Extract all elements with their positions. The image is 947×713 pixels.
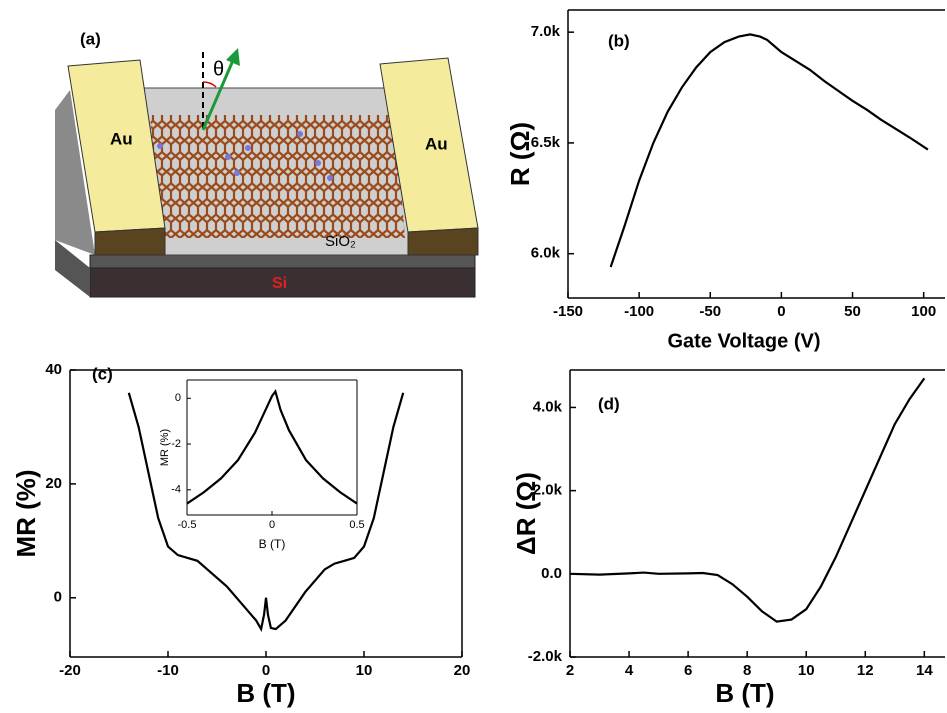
defects: [157, 131, 333, 181]
y-tick-label: 6.0k: [531, 245, 561, 262]
chart-panel: -150 -100 -50 0 50 100 6.0k 6.5k 7.0k Gate Voltag…: [505, 9, 945, 352]
y-tick-label: 0.0: [541, 565, 562, 582]
y-tick-label: 7.0k: [531, 23, 561, 40]
y-tick-label: 2.0k: [533, 482, 563, 499]
x-tick-label: 14: [916, 662, 933, 679]
y-axis-title: ΔR (Ω): [511, 472, 541, 555]
x-tick-label: 8: [743, 662, 751, 679]
x-tick-label: 0: [777, 303, 785, 320]
x-tick-label: 0: [262, 662, 270, 679]
y-tick-label: 0: [54, 589, 62, 606]
x-tick-label: -50: [699, 303, 721, 320]
si-side: [55, 240, 90, 297]
device-diagram: θ (a) Au Au SiO₂ Si: [55, 29, 479, 298]
y-tick-label: 4.0k: [533, 398, 563, 415]
x-tick-label: 0: [269, 519, 275, 531]
angle-label: θ: [213, 58, 224, 80]
graphene: [150, 115, 405, 238]
x-tick-label: 2: [566, 662, 574, 679]
x-tick-label: 50: [844, 303, 861, 320]
au-left-base: [94, 227, 166, 256]
slab-side: [55, 90, 95, 255]
chart-panel: 2 4 6 8 10 12 14 -2.0k 0.0 2.0k 4.0k B (T) ΔR (Ω) (d): [511, 369, 945, 708]
y-tick-label: 40: [45, 361, 62, 378]
x-axis-title: Gate Voltage (V): [668, 330, 821, 352]
data-line: [609, 33, 929, 268]
x-tick-label: -150: [553, 303, 583, 320]
x-tick-label: 20: [454, 662, 471, 679]
x-tick-label: -100: [624, 303, 654, 320]
oxide-label: SiO₂: [325, 233, 356, 250]
x-tick-label: -20: [59, 662, 81, 679]
y-axis-title: MR (%): [11, 469, 41, 557]
panel-label: (c): [92, 364, 113, 383]
y-tick-label: 20: [45, 475, 62, 492]
electrode-label: Au: [425, 134, 448, 153]
y-tick-label: -2: [171, 438, 181, 450]
au-right-base: [407, 227, 479, 256]
data-line: [186, 388, 358, 505]
sio2-edge: [89, 254, 476, 269]
y-tick-label: -2.0k: [528, 648, 563, 665]
y-tick-label: 0: [175, 392, 181, 404]
x-tick-label: 0.5: [349, 519, 364, 531]
y-axis-title: R (Ω): [505, 122, 535, 186]
field-arrow: [201, 57, 236, 131]
electrode-label: Au: [110, 129, 133, 148]
x-tick-label: -10: [157, 662, 179, 679]
panel-label: (b): [608, 31, 630, 50]
x-axis-title: B (T): [259, 537, 286, 551]
inset-background: [187, 380, 357, 515]
x-axis-title: B (T): [715, 678, 774, 708]
arrow-head: [226, 48, 240, 66]
angle-arc: [202, 81, 217, 88]
x-tick-label: 4: [625, 662, 634, 679]
x-axis-title: B (T): [236, 678, 295, 708]
x-tick-label: 10: [798, 662, 815, 679]
panel-label: (a): [80, 29, 101, 48]
data-line: [127, 392, 405, 633]
chart-panel: -0.5 0 0.5 -4 -2 0 B (T) MR (%): [159, 379, 365, 551]
x-tick-label: 12: [857, 662, 874, 679]
y-tick-label: -4: [171, 484, 181, 496]
panel-label: (d): [598, 394, 620, 413]
y-axis-title: MR (%): [159, 429, 171, 466]
x-tick-label: 100: [911, 303, 936, 320]
substrate-label: Si: [272, 275, 287, 292]
x-tick-label: 6: [684, 662, 692, 679]
y-tick-label: 6.5k: [531, 134, 561, 151]
data-line: [569, 377, 926, 623]
x-tick-label: 10: [356, 662, 373, 679]
x-tick-label: -0.5: [178, 519, 197, 531]
